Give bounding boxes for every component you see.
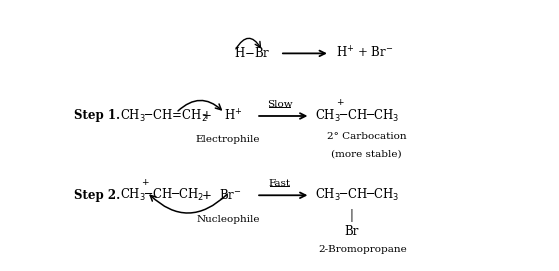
Text: Step 2.: Step 2. [74,189,120,202]
Text: Step 1.: Step 1. [74,109,120,122]
Text: H$-$Br: H$-$Br [234,46,270,60]
Text: H$^{+}$ + Br$^{-}$: H$^{+}$ + Br$^{-}$ [336,46,393,61]
Text: (more stable): (more stable) [331,149,402,158]
Text: 2° Carbocation: 2° Carbocation [327,132,406,141]
Text: CH$_3$─CH$\!=\!$CH$_2$: CH$_3$─CH$\!=\!$CH$_2$ [120,108,207,124]
Text: Br$^{-}$: Br$^{-}$ [219,188,241,202]
Text: Nucleophile: Nucleophile [196,215,260,224]
Text: $+$: $+$ [141,177,150,187]
Text: |: | [349,209,353,222]
Text: $+$: $+$ [201,109,212,122]
Text: CH$_3$─CH─CH$_3$: CH$_3$─CH─CH$_3$ [315,187,399,203]
Text: Electrophile: Electrophile [196,136,260,144]
Text: $+$: $+$ [201,189,212,202]
Text: CH$_3$─CH─CH$_3$: CH$_3$─CH─CH$_3$ [315,108,399,124]
Text: 2-Bromopropane: 2-Bromopropane [318,245,407,254]
Text: Br: Br [344,225,359,238]
Text: Slow: Slow [267,100,292,109]
Text: $+$: $+$ [336,97,344,107]
Text: CH$_3$─CH─CH$_2$: CH$_3$─CH─CH$_2$ [120,187,204,203]
Text: H$^{+}$: H$^{+}$ [224,108,242,124]
Text: Fast: Fast [268,179,291,188]
